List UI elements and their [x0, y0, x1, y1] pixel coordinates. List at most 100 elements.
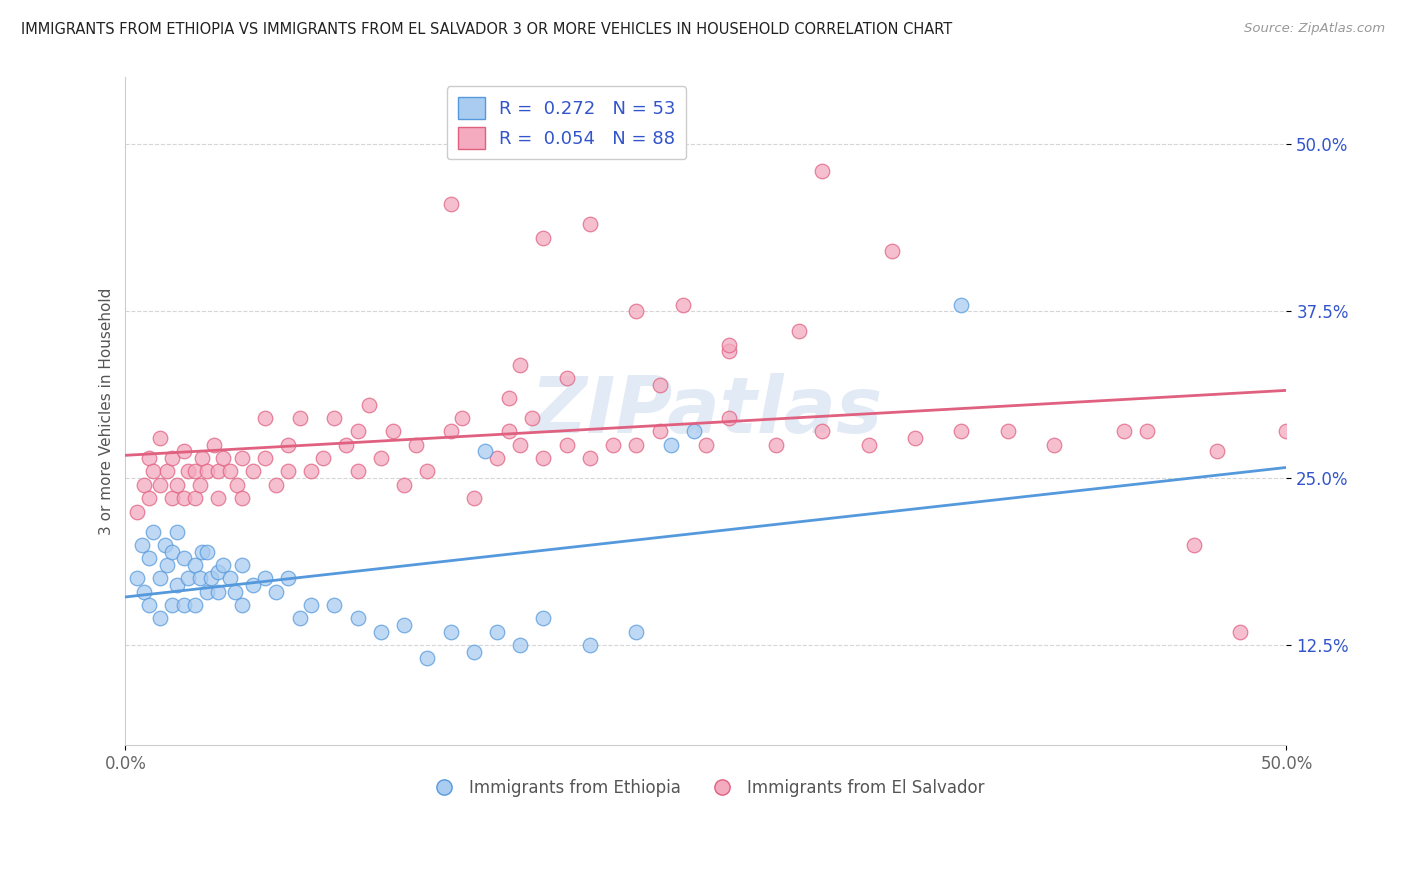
Point — [219, 465, 242, 479]
Point — [231, 558, 253, 572]
Point — [439, 425, 461, 439]
Point — [1205, 444, 1227, 458]
Point — [226, 478, 249, 492]
Point — [266, 478, 288, 492]
Point — [359, 398, 381, 412]
Point — [392, 618, 415, 632]
Y-axis label: 3 or more Vehicles in Household: 3 or more Vehicles in Household — [100, 288, 114, 535]
Point — [416, 651, 439, 665]
Point — [288, 611, 311, 625]
Point — [498, 391, 520, 405]
Point — [950, 297, 973, 311]
Point — [672, 297, 695, 311]
Point — [509, 638, 531, 652]
Point — [149, 478, 172, 492]
Point — [811, 425, 834, 439]
Point — [173, 491, 195, 506]
Point — [231, 491, 253, 506]
Point — [184, 491, 207, 506]
Point — [173, 551, 195, 566]
Point — [166, 524, 188, 539]
Point — [659, 438, 682, 452]
Point — [485, 451, 508, 466]
Point — [212, 451, 235, 466]
Text: IMMIGRANTS FROM ETHIOPIA VS IMMIGRANTS FROM EL SALVADOR 3 OR MORE VEHICLES IN HO: IMMIGRANTS FROM ETHIOPIA VS IMMIGRANTS F… — [21, 22, 952, 37]
Point — [231, 451, 253, 466]
Point — [202, 438, 225, 452]
Point — [231, 598, 253, 612]
Point — [880, 244, 903, 258]
Point — [602, 438, 624, 452]
Point — [132, 584, 155, 599]
Point — [277, 438, 299, 452]
Point — [451, 411, 474, 425]
Point — [207, 465, 229, 479]
Point — [212, 558, 235, 572]
Point — [626, 438, 648, 452]
Point — [153, 538, 176, 552]
Point — [463, 491, 485, 506]
Point — [1182, 538, 1205, 552]
Point — [177, 571, 200, 585]
Point — [177, 465, 200, 479]
Point — [156, 465, 179, 479]
Point — [173, 598, 195, 612]
Point — [149, 571, 172, 585]
Point — [149, 431, 172, 445]
Point — [277, 465, 299, 479]
Point — [142, 465, 165, 479]
Point — [299, 598, 322, 612]
Point — [195, 584, 218, 599]
Point — [787, 324, 810, 338]
Point — [1136, 425, 1159, 439]
Point — [207, 565, 229, 579]
Point — [579, 638, 602, 652]
Point — [335, 438, 357, 452]
Point — [242, 465, 264, 479]
Point — [533, 611, 555, 625]
Point — [370, 451, 392, 466]
Point — [381, 425, 404, 439]
Point — [188, 478, 211, 492]
Point — [191, 544, 214, 558]
Point — [997, 425, 1019, 439]
Point — [160, 598, 183, 612]
Point — [509, 358, 531, 372]
Point — [160, 544, 183, 558]
Point — [266, 584, 288, 599]
Point — [160, 491, 183, 506]
Point — [718, 337, 741, 351]
Point — [346, 611, 368, 625]
Point — [346, 465, 368, 479]
Point — [207, 584, 229, 599]
Text: Source: ZipAtlas.com: Source: ZipAtlas.com — [1244, 22, 1385, 36]
Point — [718, 344, 741, 359]
Point — [648, 425, 671, 439]
Point — [485, 624, 508, 639]
Point — [242, 578, 264, 592]
Point — [277, 571, 299, 585]
Point — [160, 451, 183, 466]
Point — [509, 438, 531, 452]
Point — [138, 451, 160, 466]
Point — [648, 377, 671, 392]
Point — [555, 371, 578, 385]
Point — [765, 438, 787, 452]
Point — [138, 598, 160, 612]
Point — [439, 197, 461, 211]
Point — [579, 451, 602, 466]
Point — [370, 624, 392, 639]
Point — [173, 444, 195, 458]
Point — [811, 164, 834, 178]
Point — [184, 558, 207, 572]
Point — [533, 231, 555, 245]
Point — [195, 544, 218, 558]
Point — [463, 645, 485, 659]
Point — [188, 571, 211, 585]
Point — [392, 478, 415, 492]
Point — [149, 611, 172, 625]
Point — [219, 571, 242, 585]
Point — [184, 465, 207, 479]
Point — [191, 451, 214, 466]
Point — [138, 491, 160, 506]
